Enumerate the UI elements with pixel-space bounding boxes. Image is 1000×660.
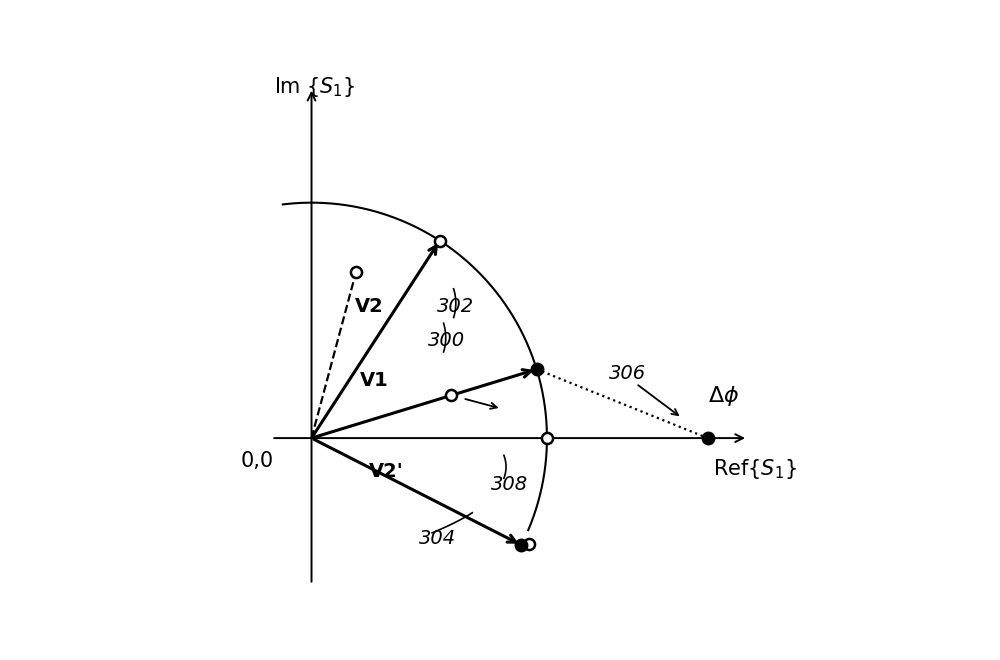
Text: 306: 306 — [609, 364, 646, 383]
Text: 304: 304 — [419, 529, 456, 548]
Text: Ref$\{S_1\}$: Ref$\{S_1\}$ — [713, 457, 797, 480]
Text: $\Delta\phi$: $\Delta\phi$ — [708, 385, 739, 409]
Text: 0,0: 0,0 — [241, 451, 274, 471]
Text: Im $\{S_1\}$: Im $\{S_1\}$ — [274, 75, 356, 99]
Text: 308: 308 — [491, 475, 528, 494]
Text: V1: V1 — [360, 371, 389, 390]
Text: 302: 302 — [437, 296, 474, 315]
Text: V2: V2 — [355, 296, 383, 315]
Text: V2': V2' — [369, 461, 404, 480]
Text: 300: 300 — [428, 331, 465, 350]
